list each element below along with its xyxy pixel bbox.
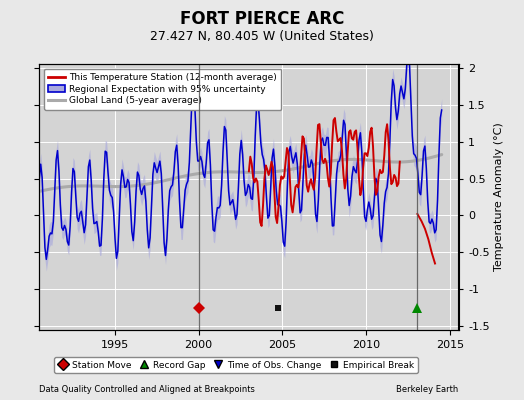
Text: 27.427 N, 80.405 W (United States): 27.427 N, 80.405 W (United States) [150,30,374,43]
Legend: This Temperature Station (12-month average), Regional Expectation with 95% uncer: This Temperature Station (12-month avera… [44,68,281,110]
Legend: Station Move, Record Gap, Time of Obs. Change, Empirical Break: Station Move, Record Gap, Time of Obs. C… [54,357,418,373]
Text: Data Quality Controlled and Aligned at Breakpoints: Data Quality Controlled and Aligned at B… [39,385,255,394]
Text: Berkeley Earth: Berkeley Earth [396,385,458,394]
Y-axis label: Temperature Anomaly (°C): Temperature Anomaly (°C) [494,123,504,271]
Text: FORT PIERCE ARC: FORT PIERCE ARC [180,10,344,28]
